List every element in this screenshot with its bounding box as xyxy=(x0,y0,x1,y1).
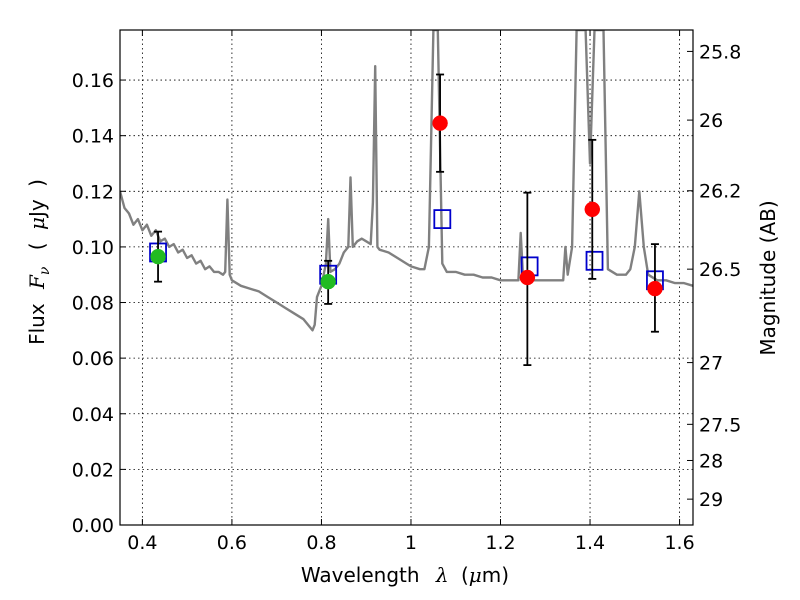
y2-tick-label: 26.5 xyxy=(699,259,741,281)
observed-point-red xyxy=(647,280,663,297)
x-axis-title: Wavelength λ (μm) xyxy=(301,563,509,587)
y-tick-label: 0.14 xyxy=(72,126,114,148)
y2-tick-label: 29 xyxy=(699,489,723,511)
y2-tick-label: 26 xyxy=(699,110,723,132)
x-tick-label: 1.4 xyxy=(575,532,605,554)
observed-point-red xyxy=(432,115,448,131)
x-tick-label: 0.4 xyxy=(127,532,157,554)
y-axis-unit-rest: Jy xyxy=(25,199,49,219)
y2-tick-label: 28 xyxy=(699,450,723,472)
model-photometry-square xyxy=(585,250,604,271)
x-axis: 0.4 0.6 0.8 1 1.2 1.4 1.6 xyxy=(127,30,695,554)
y-axis-symbol-sub: ν xyxy=(37,266,53,275)
plot-area xyxy=(120,30,693,366)
x-tick-label: 0.8 xyxy=(306,532,336,554)
observed-point-red xyxy=(584,201,601,218)
y-axis-title: Flux Fν ( μJy ) xyxy=(25,179,54,345)
y-axis-unit-close: ) xyxy=(25,179,49,187)
y-tick-label: 0.02 xyxy=(72,459,114,481)
sed-model-line xyxy=(120,30,693,332)
y2-tick-label: 27 xyxy=(699,353,723,375)
x-axis-unit-mu: μ xyxy=(469,563,482,587)
y-axis-unit-mu: μ xyxy=(25,217,49,230)
x-axis-lambda: λ xyxy=(435,563,449,587)
x-tick-label: 0.6 xyxy=(217,532,247,554)
y-tick-label: 0.08 xyxy=(72,293,114,315)
y-tick-label: 0.04 xyxy=(72,404,114,426)
grid xyxy=(120,30,693,525)
y2-tick-label: 25.8 xyxy=(699,41,741,63)
y-axis-unit-open: ( xyxy=(25,242,49,250)
y-tick-label: 0.12 xyxy=(72,181,114,203)
x-axis-title-text: Wavelength xyxy=(301,563,420,587)
x-tick-label: 1.2 xyxy=(485,532,515,554)
y-tick-label: 0.10 xyxy=(72,237,114,259)
y2-axis: 25.8 26 26.2 26.5 27 27.5 28 29 xyxy=(687,41,741,511)
x-axis-unit-rest: m) xyxy=(482,563,509,587)
y-axis-symbol: F xyxy=(25,274,49,290)
x-tick-label: 1 xyxy=(405,532,417,554)
y-axis-title-text: Flux xyxy=(25,303,49,345)
y-tick-label: 0.00 xyxy=(72,515,114,537)
model-photometry-square xyxy=(433,209,452,230)
y-tick-label: 0.06 xyxy=(72,348,114,370)
plot-frame xyxy=(119,29,694,526)
observed-point-green xyxy=(320,273,336,290)
x-axis-unit-open: ( xyxy=(461,563,469,587)
y2-tick-label: 26.2 xyxy=(699,181,741,203)
observed-point-red xyxy=(519,269,536,286)
y-tick-label: 0.16 xyxy=(72,70,114,92)
x-tick-label: 1.6 xyxy=(664,532,694,554)
observed-point-green xyxy=(150,248,166,265)
y2-tick-label: 27.5 xyxy=(699,414,741,436)
y-axis: 0.00 0.02 0.04 0.06 0.08 0.10 0.12 0.14 0.16 xyxy=(72,70,126,537)
y2-axis-title: Magnitude (AB) xyxy=(756,200,780,355)
